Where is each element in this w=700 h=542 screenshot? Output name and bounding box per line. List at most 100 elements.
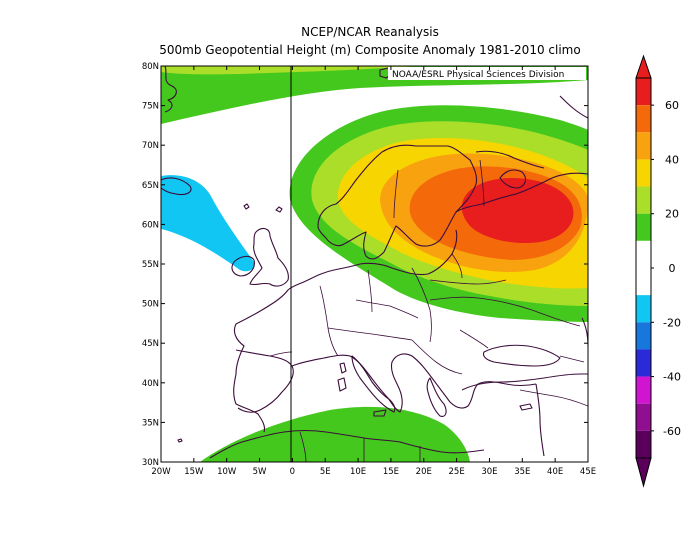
sicily <box>373 409 387 417</box>
novaya-zemlya <box>559 95 588 119</box>
corsica <box>339 362 347 374</box>
canaries <box>177 438 183 443</box>
colorbar-segment <box>636 132 651 160</box>
scandinavia-coast <box>317 144 478 260</box>
colorbar-segment <box>636 186 651 214</box>
border-baltic-states <box>451 253 463 279</box>
border-alps <box>327 327 413 341</box>
levant-coast <box>535 383 545 457</box>
lat-tick-label: 50N <box>142 300 159 310</box>
credit-box <box>388 67 586 80</box>
italy <box>351 355 396 413</box>
longitude-ticks: 20W 15W 10W 5W 0 5E 10E 15E 20E 25E 30E 35E 40E 45E <box>151 66 596 477</box>
continent-west-coast <box>233 263 361 433</box>
border-norway-sweden <box>393 169 399 219</box>
colorbar-segment <box>636 159 651 187</box>
colorbar-label: -40 <box>663 371 681 384</box>
lat-tick-label: 65N <box>142 181 159 191</box>
colorbar-segment <box>636 376 651 404</box>
lat-tick-label: 70N <box>142 141 159 151</box>
lat-tick-label: 80N <box>142 62 159 72</box>
faroe <box>243 203 250 210</box>
colorbar-segment <box>636 295 651 323</box>
baltic-coast <box>359 229 458 276</box>
finland-russia-coast <box>455 172 588 213</box>
colorbar-label: 40 <box>665 153 679 166</box>
greenland-coast <box>164 66 177 113</box>
colorbar-segment <box>636 105 651 133</box>
colorbar: 60 40 20 0 -20 -40 -60 <box>635 54 681 488</box>
country-borders <box>269 159 588 462</box>
lon-tick-label: 35E <box>514 467 530 477</box>
lat-tick-label: 55N <box>142 260 159 270</box>
colorbar-segment <box>636 213 651 241</box>
border-france-spain <box>269 351 293 357</box>
border-germany-poland <box>367 269 373 313</box>
sardinia <box>337 377 347 392</box>
border-poland-east <box>411 267 432 343</box>
colorbar-max-arrow <box>635 54 652 79</box>
lon-tick-label: 0 <box>290 467 295 477</box>
arctic-anomaly-20 <box>161 66 588 124</box>
border-belarus <box>429 279 507 285</box>
lat-tick-label: 45N <box>142 339 159 349</box>
colorbar-label: 0 <box>669 262 676 275</box>
border-north-africa <box>299 431 421 462</box>
colorbar-segment <box>636 349 651 377</box>
lat-tick-label: 30N <box>142 458 159 468</box>
border-balkans <box>411 339 463 375</box>
lon-tick-label: 15E <box>383 467 399 477</box>
shetland <box>275 206 283 213</box>
north-africa-coast <box>209 429 485 459</box>
colorbar-segment <box>636 78 651 106</box>
mediterranean-anomaly-20 <box>200 406 470 462</box>
border-ukraine-russia <box>429 296 581 327</box>
colorbar-segment <box>636 240 651 268</box>
border-finland-russia <box>479 159 485 207</box>
lat-tick-label: 60N <box>142 220 159 230</box>
lon-tick-label: 5W <box>253 467 267 477</box>
colorbar-segment <box>636 403 651 431</box>
colorbar-label: -20 <box>663 316 681 329</box>
colorbar-min-arrow <box>635 457 652 488</box>
lon-tick-label: 40E <box>547 467 563 477</box>
lon-tick-label: 20W <box>151 467 171 477</box>
iceland-coast <box>161 177 192 196</box>
latitude-ticks: 30N 35N 40N 45N 50N 55N 60N 65N 70N 75N 80N <box>142 62 588 468</box>
lon-tick-label: 20E <box>416 467 432 477</box>
black-sea <box>482 344 561 367</box>
lon-tick-label: 45E <box>580 467 596 477</box>
lon-tick-label: 25E <box>449 467 465 477</box>
lon-tick-label: 10E <box>350 467 366 477</box>
greece <box>426 377 447 417</box>
lon-tick-label: 10W <box>217 467 237 477</box>
border-caucasus <box>559 355 585 363</box>
colorbar-label: 20 <box>665 208 679 221</box>
cyprus <box>519 403 533 411</box>
lon-tick-label: 15W <box>184 467 204 477</box>
coastlines <box>161 66 588 459</box>
border-czech <box>355 299 419 319</box>
lat-tick-label: 40N <box>142 379 159 389</box>
lat-tick-label: 75N <box>142 102 159 112</box>
colorbar-segment <box>636 268 651 296</box>
border-turkey-syria <box>519 389 588 407</box>
colorbar-segment <box>636 322 651 350</box>
lon-tick-label: 30E <box>481 467 497 477</box>
white-sea <box>499 169 527 189</box>
turkey-coast <box>461 373 588 391</box>
colorbar-segment <box>636 430 651 458</box>
ireland-coast <box>231 255 255 277</box>
lon-tick-label: 5E <box>320 467 331 477</box>
chart-title: NCEP/NCAR Reanalysis <box>301 25 439 39</box>
kola <box>475 150 545 169</box>
britain-coast <box>249 227 289 287</box>
border-romania <box>459 329 489 349</box>
lat-tick-label: 35N <box>142 418 159 428</box>
colorbar-label: -60 <box>663 425 681 438</box>
colorbar-label: 60 <box>665 99 679 112</box>
ireland-negative-anomaly <box>161 175 255 272</box>
chart-subtitle: 500mb Geopotential Height (m) Composite … <box>159 43 581 57</box>
russia-anomaly-70 <box>461 178 574 244</box>
